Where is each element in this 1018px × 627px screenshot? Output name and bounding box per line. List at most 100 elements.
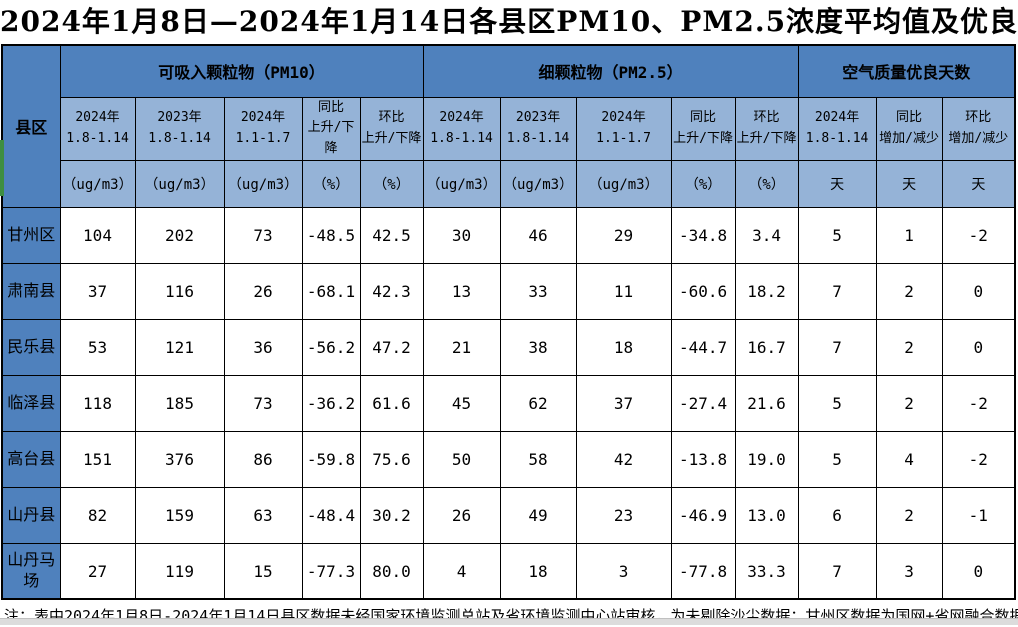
- data-cell: 19.0: [734, 430, 799, 488]
- data-cell: 7: [797, 542, 877, 600]
- col-header: 环比 增加/减少: [941, 96, 1016, 161]
- unit-header: （%）: [734, 159, 799, 208]
- data-cell: 7: [797, 318, 877, 376]
- data-cell: 3.4: [734, 206, 799, 264]
- data-cell: 73: [223, 374, 303, 432]
- data-cell: 0: [941, 262, 1016, 320]
- data-cell: 50: [422, 430, 501, 488]
- data-cell: 159: [134, 486, 225, 544]
- data-cell: 13: [422, 262, 501, 320]
- data-cell: 18: [499, 542, 577, 600]
- data-cell: 3: [575, 542, 672, 600]
- table-row: 临泽县 118 185 73 -36.2 61.6 45 62 37 -27.4…: [1, 374, 1016, 432]
- data-cell: 23: [575, 486, 672, 544]
- data-cell: 6: [797, 486, 877, 544]
- col-header: 2024年 1.8-1.14: [422, 96, 501, 161]
- data-cell: 376: [134, 430, 225, 488]
- col-header: 同比 上升/下降: [670, 96, 736, 161]
- page-title: 2024年1月8日—2024年1月14日各县区PM10、PM2.5浓度平均值及优…: [0, 5, 1018, 38]
- data-cell: 80.0: [359, 542, 424, 600]
- col-header: 2024年 1.8-1.14: [797, 96, 877, 161]
- data-cell: -77.3: [301, 542, 361, 600]
- data-cell: -1: [941, 486, 1016, 544]
- unit-header: 天: [941, 159, 1016, 208]
- group-header-good-days: 空气质量优良天数: [797, 44, 1016, 98]
- data-cell: 202: [134, 206, 225, 264]
- data-cell: 3: [875, 542, 943, 600]
- data-cell: -34.8: [670, 206, 736, 264]
- data-cell: -56.2: [301, 318, 361, 376]
- unit-header: （ug/m3）: [134, 159, 225, 208]
- table-row: 高台县 151 376 86 -59.8 75.6 50 58 42 -13.8…: [1, 430, 1016, 488]
- group-header-row: 县区 可吸入颗粒物（PM10） 细颗粒物（PM2.5） 空气质量优良天数: [1, 44, 1016, 208]
- data-cell: 37: [59, 262, 136, 320]
- col-header: 环比 上升/下降: [734, 96, 799, 161]
- data-cell: 82: [59, 486, 136, 544]
- data-cell: 1: [875, 206, 943, 264]
- row-header: 甘州区: [1, 206, 61, 264]
- data-cell: 58: [499, 430, 577, 488]
- data-cell: 42.5: [359, 206, 424, 264]
- col-header: 2023年 1.8-1.14: [134, 96, 225, 161]
- data-cell: 18: [575, 318, 672, 376]
- unit-header: （%）: [359, 159, 424, 208]
- col-header: 同比 增加/减少: [875, 96, 943, 161]
- col-header: 2024年 1.8-1.14: [59, 96, 136, 161]
- data-cell: -68.1: [301, 262, 361, 320]
- row-header: 高台县: [1, 430, 61, 488]
- data-cell: 26: [223, 262, 303, 320]
- data-cell: 29: [575, 206, 672, 264]
- data-cell: 0: [941, 542, 1016, 600]
- data-cell: -2: [941, 374, 1016, 432]
- row-header: 山丹马场: [1, 542, 61, 600]
- table-row: 肃南县 37 116 26 -68.1 42.3 13 33 11 -60.6 …: [1, 262, 1016, 320]
- data-cell: 27: [59, 542, 136, 600]
- data-cell: -44.7: [670, 318, 736, 376]
- data-cell: 16.7: [734, 318, 799, 376]
- col-header: 同比 上升/下降: [301, 96, 361, 161]
- data-cell: 5: [797, 206, 877, 264]
- pm-air-quality-table: 县区 可吸入颗粒物（PM10） 细颗粒物（PM2.5） 空气质量优良天数 202…: [1, 44, 1017, 601]
- data-cell: 0: [941, 318, 1016, 376]
- data-cell: 33: [499, 262, 577, 320]
- unit-header: 天: [797, 159, 877, 208]
- unit-header: （%）: [301, 159, 361, 208]
- data-cell: 104: [59, 206, 136, 264]
- data-cell: 185: [134, 374, 225, 432]
- data-cell: 33.3: [734, 542, 799, 600]
- data-cell: 36: [223, 318, 303, 376]
- data-cell: 18.2: [734, 262, 799, 320]
- row-header: 临泽县: [1, 374, 61, 432]
- table-row: 甘州区 104 202 73 -48.5 42.5 30 46 29 -34.8…: [1, 206, 1016, 264]
- data-cell: 21.6: [734, 374, 799, 432]
- unit-header: （ug/m3）: [422, 159, 501, 208]
- data-cell: 49: [499, 486, 577, 544]
- data-cell: 2: [875, 374, 943, 432]
- data-cell: 73: [223, 206, 303, 264]
- data-cell: 42.3: [359, 262, 424, 320]
- table-row: 山丹县 82 159 63 -48.4 30.2 26 49 23 -46.9 …: [1, 486, 1016, 544]
- data-cell: 26: [422, 486, 501, 544]
- data-cell: 5: [797, 374, 877, 432]
- green-edge-mark: [0, 140, 4, 196]
- group-header-pm25: 细颗粒物（PM2.5）: [422, 44, 799, 98]
- data-cell: 119: [134, 542, 225, 600]
- data-cell: 2: [875, 486, 943, 544]
- data-cell: 47.2: [359, 318, 424, 376]
- unit-header: （ug/m3）: [575, 159, 672, 208]
- group-header-pm10: 可吸入颗粒物（PM10）: [59, 44, 424, 98]
- data-cell: 116: [134, 262, 225, 320]
- data-cell: 53: [59, 318, 136, 376]
- data-cell: -59.8: [301, 430, 361, 488]
- data-cell: -48.5: [301, 206, 361, 264]
- row-header: 民乐县: [1, 318, 61, 376]
- data-cell: 151: [59, 430, 136, 488]
- data-cell: -60.6: [670, 262, 736, 320]
- col-header: 2023年 1.8-1.14: [499, 96, 577, 161]
- data-cell: -2: [941, 206, 1016, 264]
- data-cell: -77.8: [670, 542, 736, 600]
- data-cell: 30: [422, 206, 501, 264]
- unit-header: （%）: [670, 159, 736, 208]
- data-cell: -48.4: [301, 486, 361, 544]
- data-cell: 63: [223, 486, 303, 544]
